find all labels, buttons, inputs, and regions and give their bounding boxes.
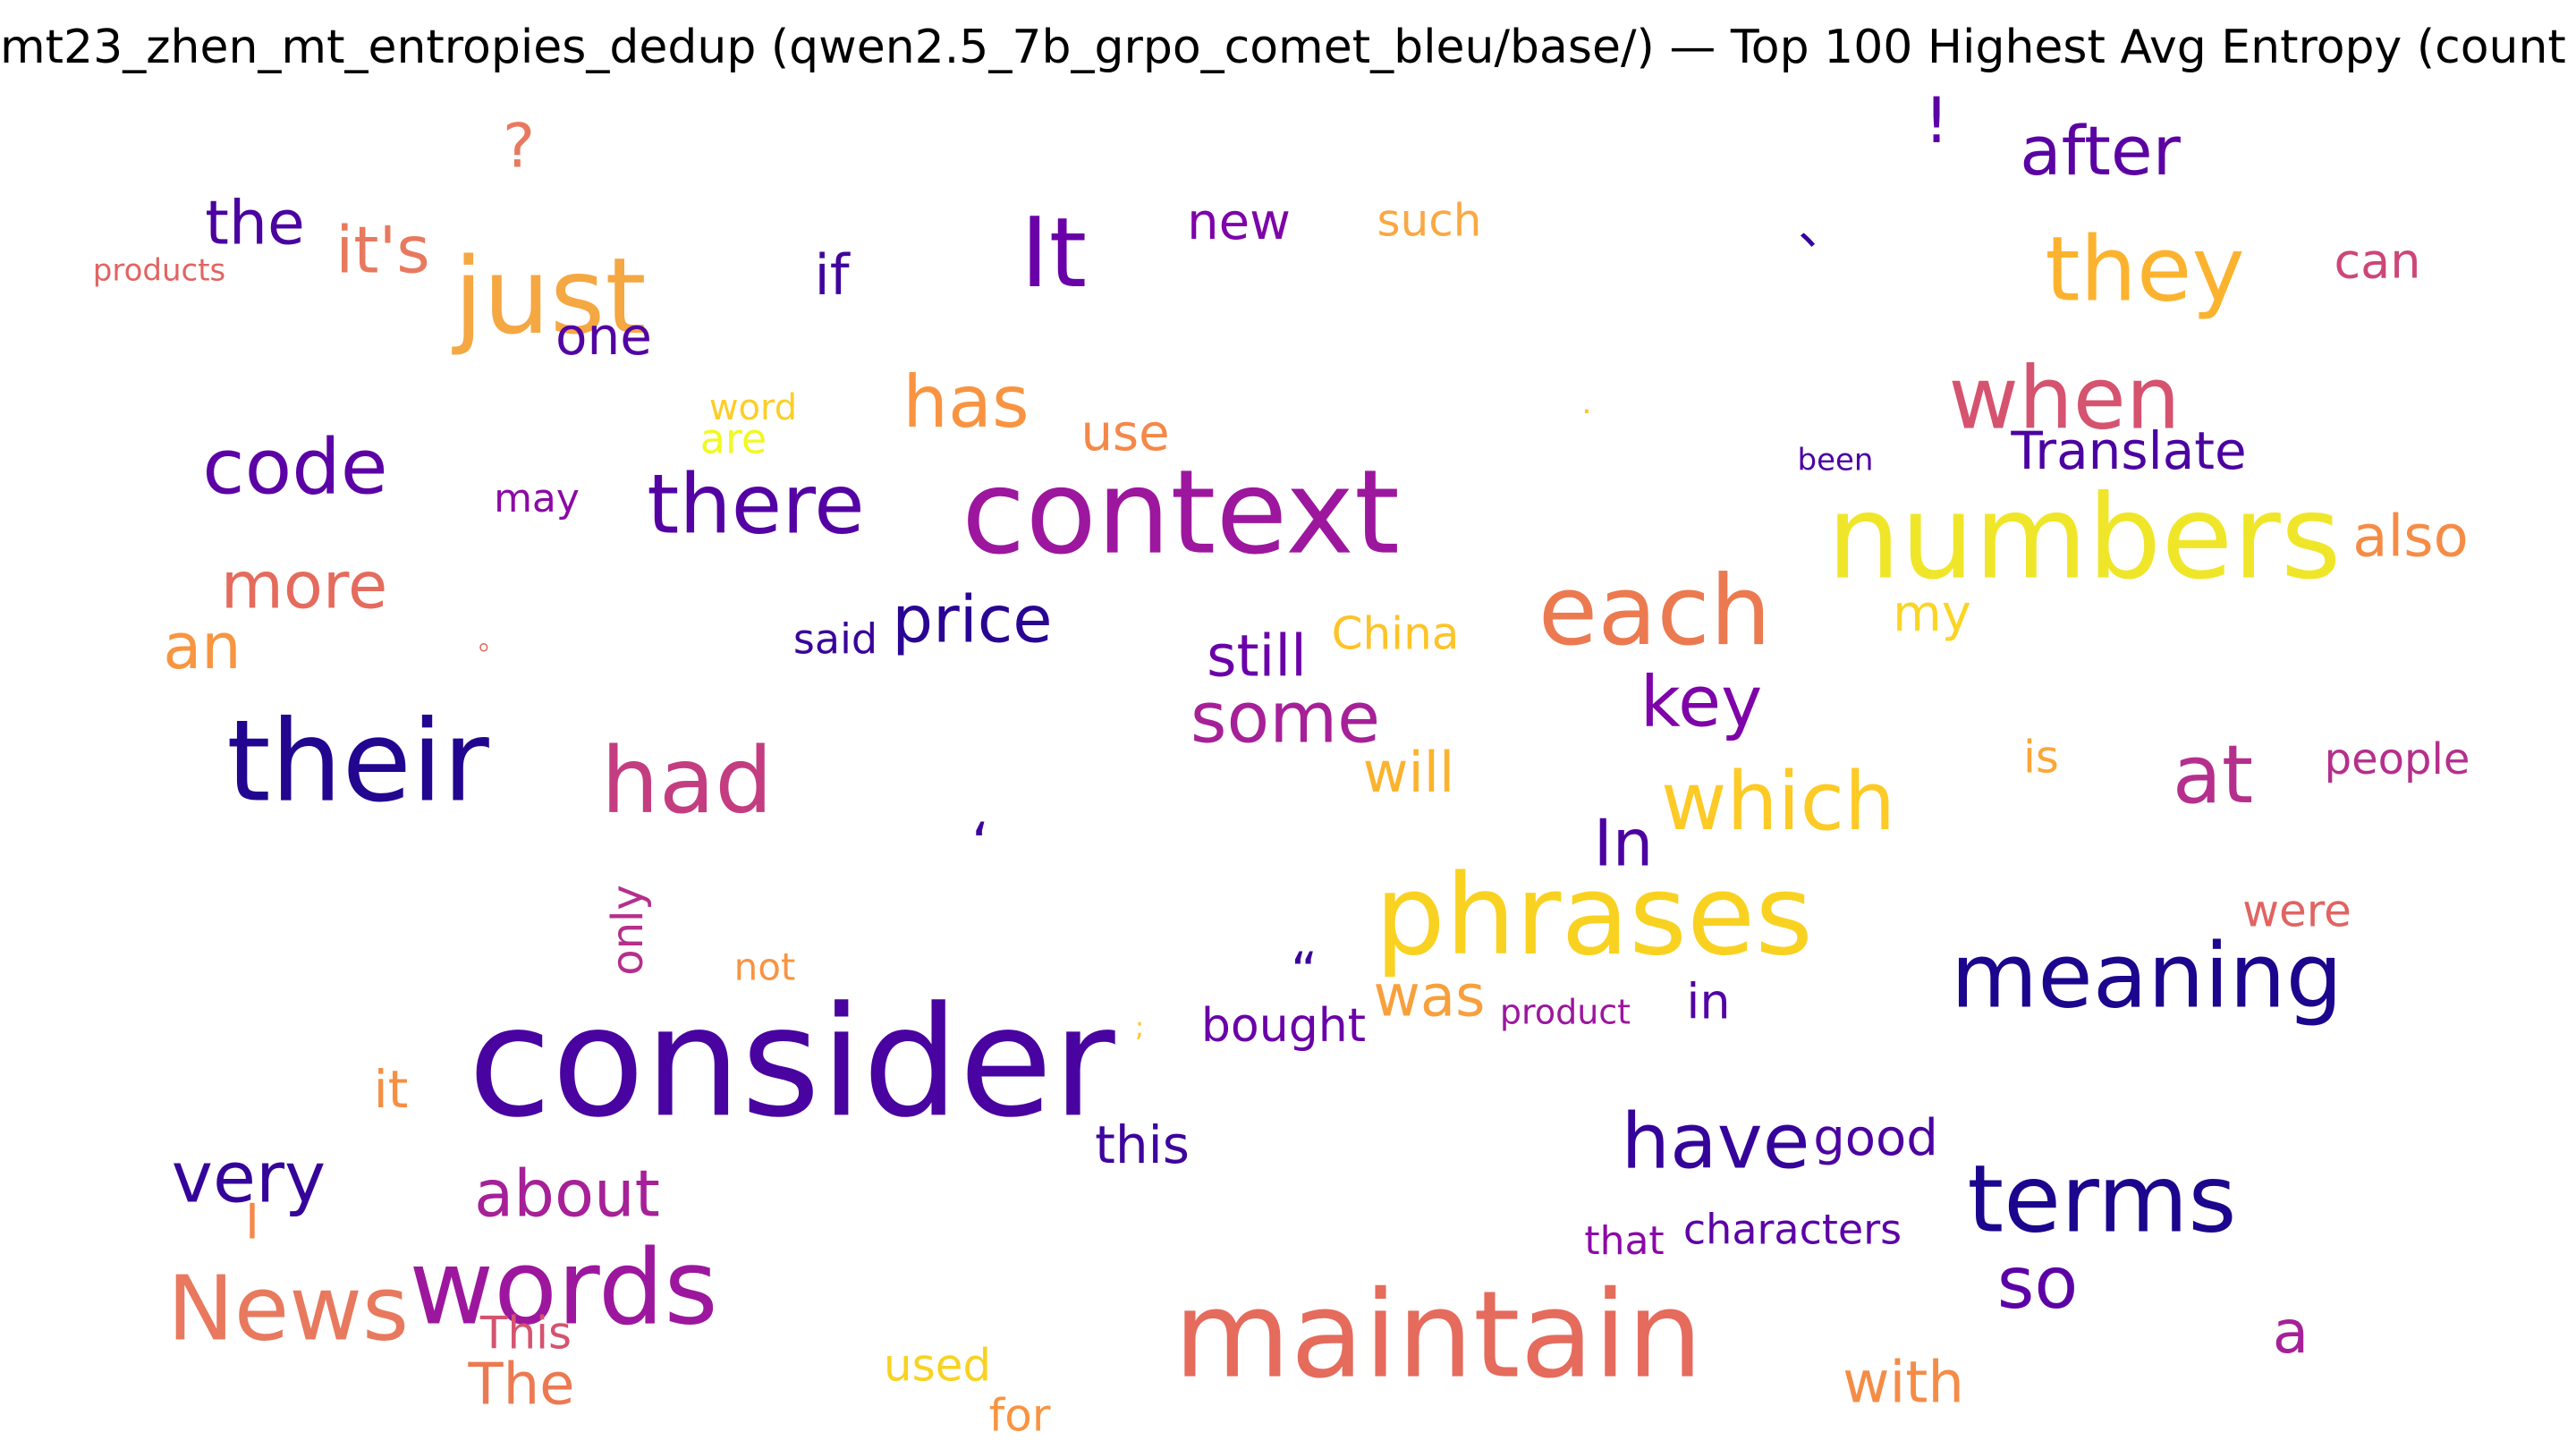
word-61: it — [374, 1059, 409, 1120]
word-77: The — [467, 1352, 574, 1419]
word-28: also — [2352, 504, 2469, 571]
word-9: 、 — [1798, 199, 1848, 257]
word-70: characters — [1683, 1206, 1902, 1254]
word-36: China — [1332, 608, 1460, 660]
word-34: 。 — [479, 626, 505, 657]
word-62: this — [1095, 1114, 1190, 1175]
word-63: have — [1621, 1097, 1809, 1186]
word-33: said — [793, 615, 877, 664]
word-75: a — [2273, 1298, 2309, 1367]
word-8: such — [1377, 195, 1482, 247]
word-74: maintain — [1174, 1266, 1703, 1405]
word-49: phrases — [1375, 852, 1813, 980]
word-56: consider — [468, 974, 1115, 1151]
word-68: I — [245, 1194, 259, 1250]
word-41: had — [601, 728, 773, 835]
word-25: there — [647, 456, 864, 552]
word-55: meaning — [1951, 923, 2343, 1028]
word-66: about — [474, 1157, 660, 1232]
word-37: my — [1893, 585, 1971, 643]
word-60: ; — [1135, 1013, 1144, 1044]
word-30: each — [1538, 555, 1771, 667]
word-1: ! — [1924, 84, 1949, 157]
word-76: This — [479, 1308, 572, 1360]
word-3: the — [205, 189, 305, 259]
word-24: may — [494, 476, 580, 521]
word-40: key — [1640, 662, 1763, 742]
word-53: was — [1374, 964, 1486, 1030]
word-26: context — [962, 445, 1400, 580]
word-21: code — [202, 422, 387, 512]
word-15: has — [902, 360, 1029, 444]
word-31: an — [163, 610, 241, 683]
word-43: which — [1661, 755, 1895, 849]
word-71: so — [1997, 1241, 2079, 1325]
word-27: numbers — [1826, 470, 2341, 606]
word-19: use — [1080, 404, 1169, 462]
word-64: good — [1813, 1109, 1938, 1167]
word-78: used — [884, 1340, 991, 1392]
word-10: they — [2045, 216, 2244, 321]
word-29: more — [221, 548, 388, 623]
word-22: . — [1581, 385, 1591, 421]
word-23: been — [1798, 443, 1874, 479]
word-18: are — [700, 415, 767, 463]
word-69: that — [1584, 1218, 1664, 1264]
word-59: in — [1686, 974, 1730, 1030]
word-17: word — [709, 387, 797, 428]
word-51: not — [734, 945, 796, 989]
word-57: bought — [1201, 999, 1366, 1053]
chart-title: mt23_zhen_mt_entropies_dedup (qwen2.5_7b… — [0, 21, 2576, 74]
word-35: still — [1207, 624, 1307, 691]
word-50: only — [603, 885, 653, 976]
word-14: one — [555, 306, 652, 367]
word-67: terms — [1967, 1144, 2236, 1253]
word-44: is — [2023, 732, 2059, 784]
word-38: their — [226, 696, 489, 827]
word-20: Translate — [2010, 420, 2246, 481]
word-7: new — [1187, 193, 1291, 251]
word-11: can — [2334, 233, 2420, 290]
word-12: products — [93, 253, 225, 289]
word-39: some — [1191, 678, 1380, 758]
word-47: ‘ — [971, 812, 989, 878]
word-80: for — [989, 1390, 1051, 1442]
word-42: will — [1363, 740, 1454, 805]
word-52: “ — [1291, 941, 1318, 1002]
word-46: people — [2325, 734, 2470, 784]
word-58: product — [1500, 993, 1631, 1032]
word-65: very — [172, 1138, 326, 1218]
word-16: when — [1948, 348, 2180, 448]
word-54: were — [2242, 886, 2351, 937]
word-48: In — [1594, 806, 1654, 881]
word-45: at — [2173, 728, 2253, 822]
word-72: News — [167, 1256, 409, 1360]
word-0: ? — [503, 112, 535, 182]
word-6: It — [1021, 198, 1087, 309]
word-73: words — [409, 1228, 718, 1349]
word-4: it's — [335, 213, 430, 288]
word-79: with — [1843, 1351, 1964, 1417]
word-2: after — [2020, 111, 2182, 191]
word-5: just — [451, 234, 646, 358]
word-32: price — [892, 582, 1052, 657]
word-13: if — [814, 242, 851, 308]
